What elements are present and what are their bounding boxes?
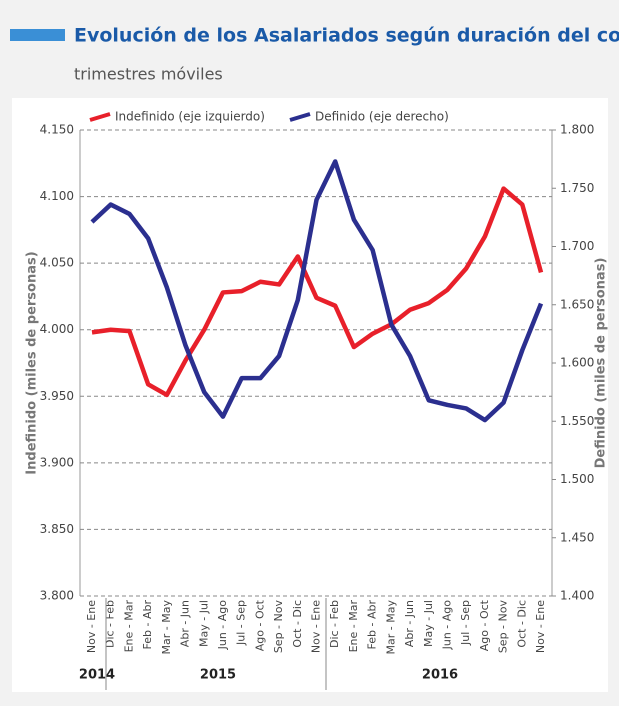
y2-tick-label: 1.750 [560, 181, 594, 195]
x-tick-label: Sep - Nov [272, 600, 285, 654]
series-line [91, 186, 544, 398]
year-label: 2014 [79, 668, 115, 683]
y2-tick-label: 1.650 [560, 297, 594, 311]
x-tick-label: Feb - Abr [141, 600, 154, 650]
x-tick-label: Abr - Jun [403, 600, 416, 647]
y2-tick-label: 1.550 [560, 414, 594, 428]
y2-axis-title: Definido (miles de personas) [594, 258, 609, 469]
x-tick-label: Ago - Oct [478, 599, 491, 651]
y-tick-label: 3.900 [40, 455, 74, 469]
y-axis-title: Indefinido (miles de personas) [25, 251, 40, 474]
x-tick-label: Ene - Mar [122, 600, 135, 653]
year-label: 2015 [200, 668, 236, 683]
x-tick-label: Nov - Ene [534, 600, 547, 653]
x-tick-label: Dic - Feb [104, 600, 117, 648]
x-tick-label: Abr - Jun [179, 600, 192, 647]
x-tick-label: Jul - Sep [235, 600, 248, 646]
x-tick-label: Jul - Sep [459, 600, 472, 646]
chart-subtitle: trimestres móviles [74, 65, 223, 84]
x-tick-label: Mar - May [384, 600, 397, 655]
x-tick-label: Ene - Mar [347, 600, 360, 653]
legend-label: Indefinido (eje izquierdo) [115, 110, 265, 124]
y-tick-label: 4.150 [40, 123, 74, 137]
legend-label: Definido (eje derecho) [315, 110, 449, 124]
title-marker [10, 29, 65, 41]
y2-tick-label: 1.700 [560, 239, 594, 253]
y-tick-label: 3.800 [40, 589, 74, 603]
y2-tick-label: 1.450 [560, 530, 594, 544]
y-tick-label: 3.950 [40, 389, 74, 403]
series-line [90, 159, 544, 423]
chart-title: Evolución de los Asalariados según durac… [74, 25, 619, 47]
year-label: 2016 [422, 668, 458, 683]
y-tick-label: 4.050 [40, 256, 74, 270]
y-tick-label: 4.100 [40, 189, 74, 203]
x-tick-label: Jun - Ago [216, 600, 229, 651]
x-tick-label: Dic - Feb [328, 600, 341, 648]
y2-tick-label: 1.400 [560, 589, 594, 603]
x-tick-label: Sep - Nov [497, 600, 510, 654]
y2-tick-label: 1.800 [560, 123, 594, 137]
x-tick-label: Oct - Dic [515, 600, 528, 648]
x-tick-label: May - Jul [197, 600, 210, 647]
x-tick-label: Mar - May [160, 600, 173, 655]
legend-swatch [289, 112, 311, 122]
x-tick-label: Ago - Oct [253, 599, 266, 651]
x-tick-label: Feb - Abr [366, 600, 379, 650]
y2-tick-label: 1.500 [560, 472, 594, 486]
x-tick-label: Jun - Ago [440, 600, 453, 651]
y-tick-label: 4.000 [40, 322, 74, 336]
legend-swatch [89, 112, 111, 122]
x-tick-label: Nov - Ene [85, 600, 98, 653]
x-tick-label: Nov - Ene [310, 600, 323, 653]
y-tick-label: 3.850 [40, 522, 74, 536]
y2-tick-label: 1.600 [560, 356, 594, 370]
x-tick-label: May - Jul [422, 600, 435, 647]
x-tick-label: Oct - Dic [291, 600, 304, 648]
